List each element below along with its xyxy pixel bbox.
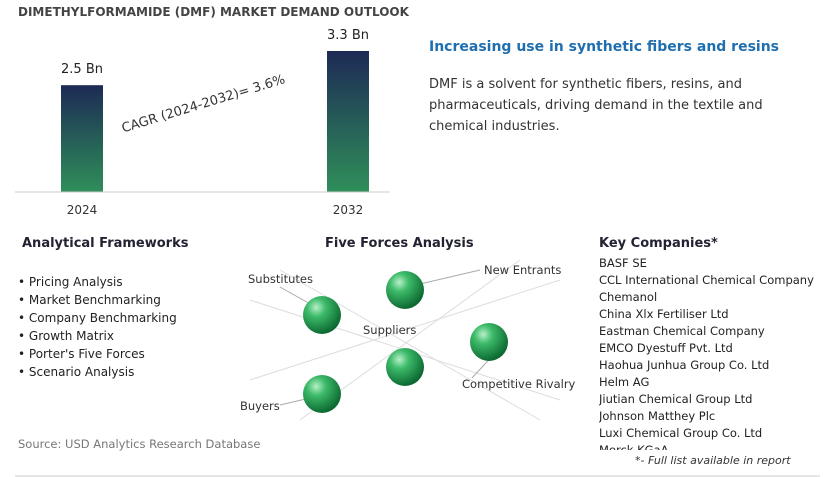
chart-title: DIMETHYLFORMAMIDE (DMF) MARKET DEMAND OU… (18, 5, 409, 19)
bullet: • (18, 293, 29, 307)
company-item: Chemanol (599, 290, 658, 304)
x-tick-label: 2032 (333, 203, 364, 217)
company-item: Haohua Junhua Group Co. Ltd (599, 358, 770, 372)
bar (327, 51, 369, 192)
value-label: 3.3 Bn (327, 28, 369, 43)
force-label: Suppliers (363, 323, 417, 337)
force-label: New Entrants (484, 263, 562, 277)
force-label: Substitutes (248, 272, 313, 286)
force-spheres (303, 271, 508, 413)
framework-item: • Porter's Five Forces (18, 345, 177, 363)
framework-item: • Market Benchmarking (18, 291, 177, 309)
framework-item: • Growth Matrix (18, 327, 177, 345)
bullet: • (18, 347, 29, 361)
company-item: Helm AG (599, 375, 650, 389)
framework-item: • Scenario Analysis (18, 363, 177, 381)
company-item: Jiutian Chemical Group Ltd (599, 392, 753, 406)
framework-text: Market Benchmarking (28, 293, 161, 307)
company-item: China Xlx Fertiliser Ltd (599, 307, 729, 321)
framework-text: Porter's Five Forces (28, 347, 145, 361)
companies-note: *- Full list available in report (635, 454, 791, 467)
value-label: 2.5 Bn (61, 62, 103, 77)
companies-list: BASF SE CCL International Chemical Compan… (599, 255, 814, 450)
source: Source: USD Analytics Research Database (18, 437, 261, 451)
company-item: BASF SE (599, 256, 647, 270)
bullet: • (18, 275, 29, 289)
company-item: Merck KGaA (599, 443, 669, 450)
framework-text: Growth Matrix (28, 329, 114, 343)
company-item: Eastman Chemical Company (599, 324, 765, 338)
company-item: CCL International Chemical Company (599, 273, 814, 287)
framework-text: Company Benchmarking (28, 311, 177, 325)
framework-item: • Pricing Analysis (18, 273, 177, 291)
frameworks-list: • Pricing Analysis • Market Benchmarking •… (18, 273, 177, 381)
bullet: • (18, 311, 29, 325)
company-item: Johnson Matthey Plc (599, 409, 716, 423)
framework-text: Scenario Analysis (28, 365, 135, 379)
frameworks-title: Analytical Frameworks (22, 236, 189, 251)
force-label: Competitive Rivalry (462, 377, 576, 391)
bullet: • (18, 365, 29, 379)
five-forces-title: Five Forces Analysis (325, 236, 474, 251)
company-item: Luxi Chemical Group Co. Ltd (599, 426, 763, 440)
force-label: Buyers (240, 399, 280, 413)
bar (61, 85, 103, 192)
framework-text: Pricing Analysis (28, 275, 123, 289)
x-tick-label: 2024 (67, 203, 98, 217)
company-item: EMCO Dyestuff Pvt. Ltd (599, 341, 733, 355)
highlight-heading: Increasing use in synthetic fibers and r… (429, 39, 780, 55)
companies-title: Key Companies* (599, 236, 718, 251)
framework-item: • Company Benchmarking (18, 309, 177, 327)
highlight-text: DMF is a solvent for synthetic fibers, r… (429, 77, 763, 134)
bar-chart: 2.5 Bn 2024 3.3 Bn 2032 (61, 28, 369, 217)
bullet: • (18, 329, 29, 343)
